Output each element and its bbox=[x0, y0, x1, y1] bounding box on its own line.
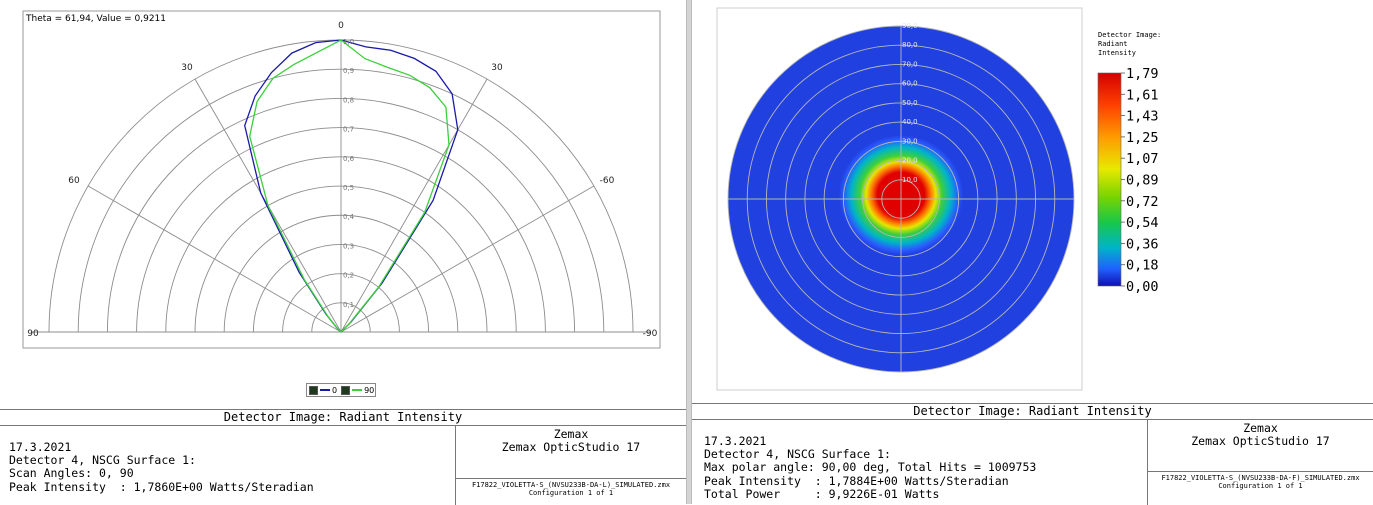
checkbox-icon bbox=[341, 385, 351, 395]
legend-item-0[interactable]: 0 bbox=[309, 385, 338, 395]
info-scan: Scan Angles: 0, 90 bbox=[9, 466, 134, 481]
colorbar-tick-label: 0,18 bbox=[1126, 258, 1159, 274]
info-block: 17.3.2021 Detector 4, NSCG Surface 1: Max … bbox=[704, 434, 1037, 501]
polar-grid-spoke bbox=[340, 185, 595, 333]
colorbar-title-line: Radiant bbox=[1098, 40, 1128, 48]
info-detector: Detector 4, NSCG Surface 1: bbox=[9, 453, 196, 468]
radial-tick-label: 0,6 bbox=[343, 155, 355, 163]
heatmap-radial-label: 70,0 bbox=[902, 60, 918, 68]
radial-tick-label: 1,0 bbox=[343, 38, 354, 46]
heatmap-radial-labels: 10,0 20,0 30,0 40,0 50,0 60,0 70,0 80,0 90,0 bbox=[902, 22, 918, 184]
colorbar-tick-label: 0,00 bbox=[1126, 279, 1159, 295]
plot-frame bbox=[22, 10, 661, 349]
brand-product: Zemax OpticStudio 17 bbox=[1191, 433, 1330, 448]
heatmap-grid bbox=[727, 25, 1075, 373]
radial-tick-label: 0,5 bbox=[343, 184, 354, 192]
polar-labels-group: 0,1 0,2 0,3 0,4 0,5 0,6 0,7 0,8 0,9 1,0 0 30 30 60 -60… bbox=[27, 21, 657, 339]
radial-tick-label: 0,9 bbox=[343, 67, 354, 75]
angle-tick-label: 30 bbox=[181, 63, 193, 73]
left-analysis-pane: Theta = 61,94, Value = 0,9211 0,1 0,2 0,3 0… bbox=[0, 0, 686, 505]
info-date: 17.3.2021 bbox=[704, 434, 767, 448]
brand-box: Zemax Zemax OpticStudio 17 bbox=[1147, 420, 1373, 471]
angle-tick-label: 60 bbox=[68, 176, 80, 186]
info-polar: Max polar angle: 90,00 deg, Total Hits =… bbox=[704, 460, 1037, 475]
file-name: F17822_VIOLETTA-S_(NVSU233B-DA-L)_SIMULA… bbox=[471, 481, 671, 489]
file-name: F17822_VIOLETTA-S_(NVSU233B-DA-F)_SIMULA… bbox=[1161, 474, 1360, 482]
radial-tick-label: 0,8 bbox=[343, 96, 354, 104]
legend-label: 90 bbox=[364, 385, 375, 395]
radial-tick-label: 0,4 bbox=[343, 213, 355, 221]
heatmap-radial-label: 30,0 bbox=[902, 137, 918, 145]
heatmap-radial-label: 20,0 bbox=[902, 157, 918, 165]
heatmap-radial-label: 40,0 bbox=[902, 118, 918, 126]
polar-grid-spoke bbox=[340, 78, 488, 333]
file-box: F17822_VIOLETTA-S_(NVSU233B-DA-F)_SIMULA… bbox=[1147, 471, 1373, 505]
brand-box: Zemax Zemax OpticStudio 17 bbox=[455, 426, 686, 478]
angle-tick-label: 90 bbox=[27, 329, 39, 339]
heatmap-radial-label: 50,0 bbox=[902, 99, 918, 107]
polar-grid-spoke bbox=[87, 185, 342, 333]
info-peak: Peak Intensity : 1,7860E+00 Watts/Sterad… bbox=[9, 479, 314, 494]
heatmap-radial-label: 80,0 bbox=[902, 41, 918, 49]
colorbar-tick-label: 1,25 bbox=[1126, 130, 1159, 146]
plot-legend: 0 90 bbox=[306, 383, 376, 397]
colorbar-ticks: 1,79 1,61 1,43 1,25 1,07 0,89 0,72 0,54 0,36 0,18… bbox=[1121, 66, 1159, 295]
info-date: 17.3.2021 bbox=[9, 440, 72, 454]
angle-tick-label: -90 bbox=[643, 329, 658, 339]
polar-plot: Theta = 61,94, Value = 0,9211 0,10,20,30… bbox=[22, 10, 661, 349]
file-box: F17822_VIOLETTA-S_(NVSU233B-DA-L)_SIMULA… bbox=[455, 478, 686, 505]
colorbar-title-line: Intensity bbox=[1098, 49, 1136, 57]
colorbar-title: Detector Image: Radiant Intensity bbox=[1098, 31, 1161, 58]
polar-series-line-90 bbox=[249, 39, 450, 333]
heatmap-plot: 10,0 20,0 30,0 40,0 50,0 60,0 70,0 80,0 90,0 1,7… bbox=[716, 7, 1159, 391]
colorbar-tick-label: 0,89 bbox=[1126, 173, 1159, 189]
radial-tick-label: 0,3 bbox=[343, 242, 354, 250]
analysis-title: Detector Image: Radiant Intensity bbox=[0, 409, 686, 426]
angle-tick-label: 30 bbox=[491, 63, 503, 73]
legend-swatch bbox=[352, 389, 363, 391]
colorbar-tick-label: 0,54 bbox=[1126, 215, 1159, 231]
legend-item-90[interactable]: 90 bbox=[341, 385, 375, 395]
pane-splitter[interactable] bbox=[686, 0, 692, 504]
radial-tick-label: 0,1 bbox=[343, 301, 354, 309]
config-label: Configuration 1 of 1 bbox=[528, 489, 614, 497]
angle-tick-label: 0 bbox=[338, 21, 344, 31]
info-peak: Peak Intensity : 1,7884E+00 Watts/Sterad… bbox=[704, 473, 1009, 488]
heatmap-radial-label: 10,0 bbox=[902, 176, 918, 184]
colorbar-tick-label: 0,72 bbox=[1126, 194, 1159, 210]
polar-series-group bbox=[244, 39, 459, 333]
config-label: Configuration 1 of 1 bbox=[1218, 482, 1303, 490]
legend-swatch bbox=[320, 389, 330, 391]
info-power: Total Power : 9,9226E-01 Watts bbox=[704, 486, 940, 501]
angle-tick-label: -60 bbox=[600, 176, 615, 186]
legend-label: 0 bbox=[332, 385, 338, 395]
brand-company: Zemax bbox=[1243, 421, 1278, 435]
radial-tick-label: 0,7 bbox=[343, 126, 354, 134]
colorbar-tick-label: 1,79 bbox=[1126, 66, 1159, 82]
analysis-title: Detector Image: Radiant Intensity bbox=[692, 403, 1373, 420]
colorbar-tick-label: 1,07 bbox=[1126, 151, 1159, 167]
colorbar-tick-label: 1,43 bbox=[1126, 109, 1159, 125]
brand-company: Zemax bbox=[553, 427, 589, 441]
colorbar-tick-label: 0,36 bbox=[1126, 236, 1159, 252]
heatmap-radial-label: 60,0 bbox=[902, 80, 918, 88]
right-analysis-pane: 10,0 20,0 30,0 40,0 50,0 60,0 70,0 80,0 90,0 1,7… bbox=[692, 0, 1373, 505]
info-detector: Detector 4, NSCG Surface 1: bbox=[704, 447, 891, 462]
colorbar-tick-label: 1,61 bbox=[1126, 87, 1159, 103]
colorbar bbox=[1097, 72, 1122, 287]
info-block: 17.3.2021 Detector 4, NSCG Surface 1: Scan… bbox=[9, 440, 314, 494]
brand-product: Zemax OpticStudio 17 bbox=[501, 439, 641, 454]
cursor-readout: Theta = 61,94, Value = 0,9211 bbox=[25, 14, 166, 24]
heatmap-radial-label: 90,0 bbox=[902, 22, 918, 30]
radial-tick-label: 0,2 bbox=[343, 272, 354, 280]
checkbox-icon bbox=[309, 385, 318, 395]
colorbar-title-line: Detector Image: bbox=[1098, 31, 1162, 39]
